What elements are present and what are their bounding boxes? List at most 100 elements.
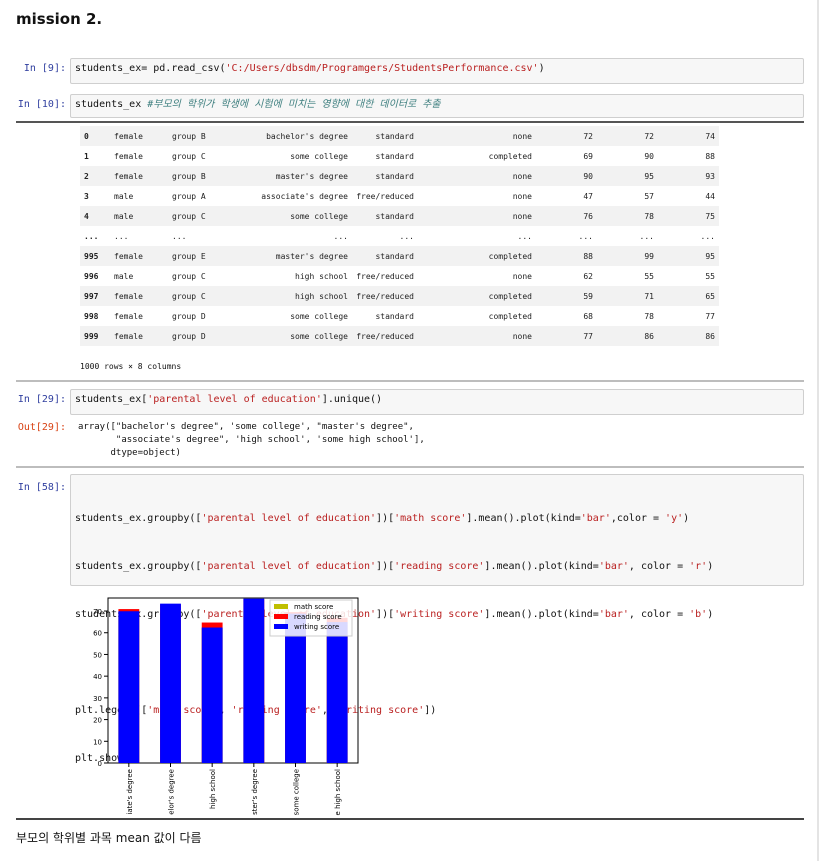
row-index: 2 [80, 166, 110, 186]
code-string: 'bar' [598, 561, 629, 572]
code-line: students_ex['parental level of education… [71, 390, 803, 410]
table-cell: ... [114, 231, 129, 241]
table-cell: female [110, 166, 168, 186]
table-cell: female [110, 126, 168, 146]
code-text: , color = [628, 561, 690, 572]
table-cell: 69 [583, 151, 593, 161]
x-tick-label: e high school [334, 769, 342, 816]
table-cell: group C [172, 151, 206, 161]
table-cell: standard [352, 166, 418, 186]
code-text: ) [707, 561, 714, 572]
y-tick-label: 10 [93, 738, 102, 746]
x-tick-label: ster's degree [251, 769, 259, 815]
output-divider [16, 818, 804, 820]
table-cell: 74 [658, 126, 719, 146]
code-input[interactable]: students_ex= pd.read_csv('C:/Users/dbsdm… [70, 58, 804, 84]
table-cell: completed [488, 311, 532, 321]
code-input[interactable]: students_ex.groupby(['parental level of … [70, 474, 804, 764]
table-cell: none [418, 166, 536, 186]
bar-writing-score [201, 627, 223, 763]
table-cell: group B [168, 126, 246, 146]
table-cell: some college [246, 326, 352, 346]
code-line: plt.show() [75, 753, 136, 764]
input-prompt: In [9]: [23, 63, 66, 74]
table-cell: 95 [658, 246, 719, 266]
table-cell: standard [352, 206, 418, 226]
y-tick-label: 0 [98, 760, 102, 768]
code-cell-9[interactable]: In [9]: students_ex= pd.read_csv('C:/Use… [16, 58, 804, 84]
row-index: 4 [80, 206, 110, 226]
table-cell: group D [172, 311, 206, 321]
y-tick-label: 60 [93, 630, 102, 638]
table-cell: 90 [644, 151, 654, 161]
table-cell: 72 [597, 126, 658, 146]
table-cell: ... [399, 231, 414, 241]
table-cell: group B [168, 166, 246, 186]
table-cell: female [114, 311, 143, 321]
table-cell: high school [295, 271, 348, 281]
row-index: 0 [80, 126, 110, 146]
table-cell: 95 [597, 166, 658, 186]
legend-swatch [274, 614, 288, 619]
x-tick-label: some college [293, 769, 301, 815]
table-cell: group A [172, 191, 206, 201]
table-cell: free/reduced [356, 191, 414, 201]
code-cell-10[interactable]: In [10]: students_ex #부모의 학위가 학생에 시험에 미치… [16, 94, 804, 118]
input-prompt: In [10]: [17, 99, 66, 110]
x-tick-label: elor's degree [168, 769, 176, 815]
bar-writing-score [160, 603, 181, 763]
table-cell: some college [290, 311, 348, 321]
code-text: , [321, 705, 328, 716]
row-index: 995 [80, 246, 110, 266]
y-tick-label: 50 [93, 651, 102, 659]
code-string: 'parental level of education' [201, 513, 377, 524]
table-row: 1 female group C some college standard comple… [80, 146, 719, 166]
table-cell: standard [375, 151, 414, 161]
table-cell: none [512, 191, 532, 201]
table-cell: free/reduced [352, 326, 418, 346]
table-cell: 72 [536, 126, 597, 146]
code-string: 'b' [689, 609, 708, 620]
table-cell: ... [700, 231, 715, 241]
code-input[interactable]: students_ex #부모의 학위가 학생에 시험에 미치는 영향에 대한 … [70, 94, 804, 118]
markdown-caption: 부모의 학위별 과목 mean 값이 다름 [16, 831, 202, 845]
table-cell: male [114, 271, 134, 281]
table-cell: high school [246, 286, 352, 306]
code-cell-58[interactable]: In [58]: students_ex.groupby(['parental … [16, 474, 804, 764]
code-string: 'bar' [580, 513, 611, 524]
bar-writing-score [118, 611, 140, 763]
table-row: 996 male group C high school free/reduced non… [80, 266, 719, 286]
code-line: students_ex= pd.read_csv('C:/Users/dbsdm… [71, 59, 803, 79]
table-cell: 68 [583, 311, 593, 321]
page-scroll-edge [817, 0, 819, 861]
table-cell: some college [290, 151, 348, 161]
x-tick-label: high school [209, 769, 217, 809]
table-cell: completed [488, 151, 532, 161]
code-cell-29[interactable]: In [29]: students_ex['parental level of … [16, 389, 804, 415]
output-text: array(["bachelor's degree", 'some colleg… [78, 421, 425, 460]
table-cell: 55 [705, 271, 715, 281]
bar-writing-score [285, 613, 306, 763]
code-string: 'math score' [394, 513, 467, 524]
table-cell: master's degree [246, 166, 352, 186]
code-text: students_ex[ [75, 394, 148, 405]
code-input[interactable]: students_ex['parental level of education… [70, 389, 804, 415]
row-index: 1 [84, 151, 89, 161]
table-cell: 78 [597, 206, 658, 226]
code-text: ].unique() [321, 394, 383, 405]
x-tick-label: iate's degree [126, 769, 134, 815]
code-string: 'bar' [598, 609, 629, 620]
table-cell: free/reduced [352, 286, 418, 306]
output-line: dtype=object) [78, 448, 181, 458]
table-cell: completed [418, 246, 536, 266]
table-cell: 86 [658, 326, 719, 346]
table-cell: none [418, 126, 536, 146]
table-cell: ... [578, 231, 593, 241]
row-index: 999 [80, 326, 110, 346]
legend-label: writing score [294, 623, 339, 631]
table-cell: 86 [597, 326, 658, 346]
